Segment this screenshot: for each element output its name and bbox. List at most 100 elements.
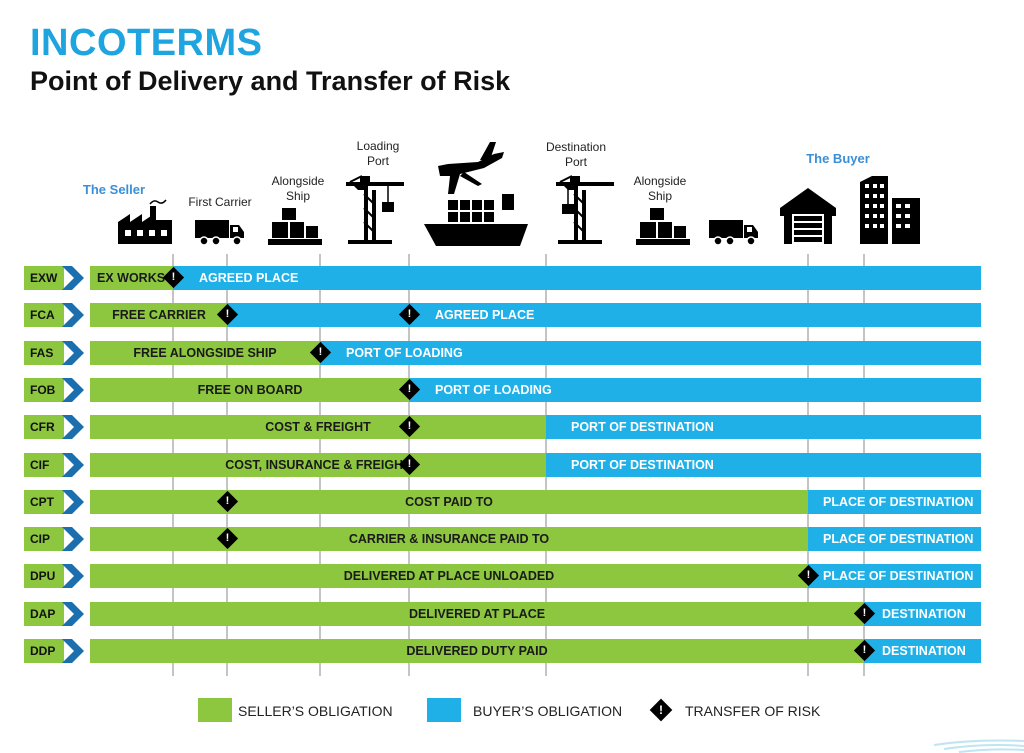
legend-risk-diamond-icon <box>649 698 673 722</box>
truck-icon <box>195 220 244 246</box>
seller-obligation-bar <box>90 378 409 402</box>
buyer-obligation-label: AGREED PLACE <box>435 308 535 322</box>
buyer-obligation-bar <box>864 639 981 663</box>
stop-label-destination-port: Destination Port <box>545 140 607 169</box>
page-title: INCOTERMS <box>30 22 263 64</box>
chevron-right-icon <box>62 564 84 588</box>
transfer-of-risk-icon <box>853 602 876 625</box>
buyer-obligation-bar <box>409 378 981 402</box>
seller-obligation-label: FREE CARRIER <box>112 308 206 322</box>
chevron-right-icon <box>62 415 84 439</box>
legend-buyer-swatch <box>427 698 461 722</box>
seller-obligation-bar <box>90 602 864 626</box>
buyer-obligation-bar <box>864 602 981 626</box>
transfer-of-risk-icon <box>398 303 421 326</box>
seller-obligation-bar <box>90 639 864 663</box>
seller-obligation-bar <box>90 527 808 551</box>
buyer-obligation-bar <box>808 564 981 588</box>
stop-label-alongside-ship-destination: Alongside Ship <box>633 174 687 203</box>
incoterm-code: CPT <box>24 490 64 514</box>
stop-label-seller: The Seller <box>82 182 146 197</box>
buyer-obligation-label: PLACE OF DESTINATION <box>823 495 974 509</box>
incoterm-code: FOB <box>24 378 64 402</box>
legend-risk-label: TRANSFER OF RISK <box>685 703 821 719</box>
incoterm-row-fas: FAS FREE ALONGSIDE SHIP PORT OF LOADING <box>0 341 1024 365</box>
seller-obligation-bar <box>90 453 546 477</box>
seller-obligation-bar <box>90 341 320 365</box>
pallet-boxes-icon <box>268 208 322 245</box>
factory-icon <box>118 199 172 244</box>
chevron-right-icon <box>62 527 84 551</box>
incoterm-row-fca: FCA FREE CARRIER AGREED PLACE <box>0 303 1024 327</box>
incoterm-code: CFR <box>24 415 64 439</box>
buyer-obligation-bar <box>546 453 981 477</box>
buyer-obligation-bar <box>320 341 981 365</box>
seller-obligation-label: EX WORKS <box>97 271 166 285</box>
chevron-right-icon <box>62 639 84 663</box>
incoterm-code: DAP <box>24 602 64 626</box>
incoterm-code: FAS <box>24 341 64 365</box>
chevron-right-icon <box>62 453 84 477</box>
chevron-right-icon <box>62 341 84 365</box>
seller-obligation-label: FREE ALONGSIDE SHIP <box>133 346 277 360</box>
chevron-right-icon <box>62 602 84 626</box>
buyer-obligation-label: PORT OF LOADING <box>346 346 463 360</box>
seller-obligation-label: CARRIER & INSURANCE PAID TO <box>348 532 550 546</box>
transfer-of-risk-icon <box>398 453 421 476</box>
incoterm-row-dpu: DPU DELIVERED AT PLACE UNLOADED PLACE OF D… <box>0 564 1024 588</box>
warehouse-icon <box>780 188 836 244</box>
buyer-obligation-bar <box>227 303 981 327</box>
incoterm-row-dap: DAP DELIVERED AT PLACE DESTINATION <box>0 602 1024 626</box>
incoterm-code: DPU <box>24 564 64 588</box>
buyer-obligation-label: PORT OF LOADING <box>435 383 552 397</box>
transfer-of-risk-icon <box>797 564 820 587</box>
transfer-of-risk-icon <box>398 378 421 401</box>
transfer-of-risk-icon <box>853 639 876 662</box>
seller-obligation-bar <box>90 266 173 290</box>
stop-label-alongside-ship-origin: Alongside Ship <box>271 174 325 203</box>
legend-buyer-label: BUYER’S OBLIGATION <box>473 703 623 719</box>
stop-label-loading-port: Loading Port <box>356 139 400 168</box>
seller-obligation-bar <box>90 415 546 439</box>
incoterm-row-cif: CIF COST, INSURANCE & FREIGHT PORT OF DEST… <box>0 453 1024 477</box>
incoterm-code: FCA <box>24 303 64 327</box>
incoterm-code: EXW <box>24 266 64 290</box>
legend-seller-label: SELLER’S OBLIGATION <box>238 703 393 719</box>
stop-label-buyer: The Buyer <box>806 151 870 166</box>
buyer-obligation-label: AGREED PLACE <box>199 271 299 285</box>
incoterm-row-cfr: CFR COST & FREIGHT PORT OF DESTINATION <box>0 415 1024 439</box>
buyer-obligation-label: PLACE OF DESTINATION <box>823 532 974 546</box>
incoterm-code: CIP <box>24 527 64 551</box>
chevron-right-icon <box>62 266 84 290</box>
transfer-of-risk-icon <box>216 303 239 326</box>
chevron-right-icon <box>62 378 84 402</box>
transfer-of-risk-icon <box>216 490 239 513</box>
buyer-obligation-label: PORT OF DESTINATION <box>571 458 714 472</box>
buyer-obligation-label: PLACE OF DESTINATION <box>823 569 974 583</box>
buyer-obligation-bar <box>546 415 981 439</box>
plane-and-cargo-ship-icon <box>424 142 528 246</box>
seller-obligation-bar <box>90 490 808 514</box>
truck-icon <box>709 220 758 246</box>
incoterm-row-ddp: DDP DELIVERED DUTY PAID DESTINATION <box>0 639 1024 663</box>
seller-obligation-label: FREE ON BOARD <box>197 383 303 397</box>
buyer-obligation-bar <box>173 266 981 290</box>
port-crane-icon <box>346 175 404 244</box>
page-subtitle: Point of Delivery and Transfer of Risk <box>30 66 511 96</box>
seller-obligation-label: COST, INSURANCE & FREIGHT <box>225 458 411 472</box>
incoterm-code: CIF <box>24 453 64 477</box>
buyer-obligation-bar <box>808 490 981 514</box>
seller-obligation-bar <box>90 303 227 327</box>
incoterm-row-cpt: CPT COST PAID TO PLACE OF DESTINATION <box>0 490 1024 514</box>
incoterm-row-fob: FOB FREE ON BOARD PORT OF LOADING <box>0 378 1024 402</box>
incoterm-code: DDP <box>24 639 64 663</box>
seller-obligation-label: COST & FREIGHT <box>265 420 371 434</box>
incoterm-row-cip: CIP CARRIER & INSURANCE PAID TO PLACE OF D… <box>0 527 1024 551</box>
legend-seller-swatch <box>198 698 232 722</box>
seller-obligation-label: COST PAID TO <box>405 495 493 509</box>
corner-wave-decoration <box>933 739 1024 753</box>
chevron-right-icon <box>62 490 84 514</box>
seller-obligation-label: DELIVERED AT PLACE <box>408 607 546 621</box>
buildings-icon <box>860 176 920 244</box>
